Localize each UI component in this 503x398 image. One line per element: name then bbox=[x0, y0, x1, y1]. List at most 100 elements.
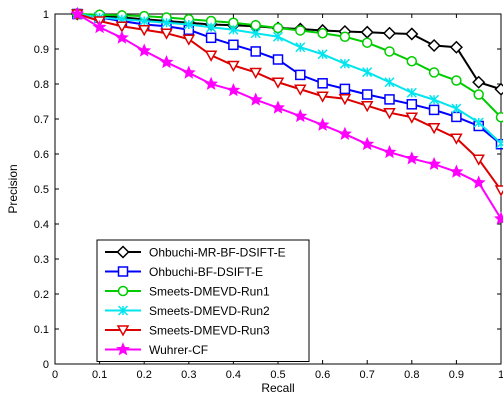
x-tick-label: 0.8 bbox=[404, 369, 419, 381]
data-point bbox=[495, 112, 503, 123]
x-tick-label: 0.7 bbox=[360, 369, 375, 381]
data-point bbox=[406, 99, 418, 110]
data-point bbox=[271, 100, 285, 114]
legend-marker bbox=[116, 325, 130, 337]
data-point bbox=[405, 27, 419, 41]
series-layer bbox=[70, 6, 503, 225]
data-point bbox=[360, 136, 375, 151]
data-point bbox=[204, 50, 218, 62]
data-point bbox=[450, 133, 463, 145]
data-point bbox=[451, 111, 462, 123]
data-point bbox=[249, 67, 262, 79]
data-point bbox=[382, 144, 397, 159]
data-point bbox=[429, 94, 440, 105]
data-point bbox=[428, 104, 440, 116]
data-point bbox=[362, 67, 373, 78]
data-point bbox=[272, 31, 284, 42]
data-point bbox=[206, 22, 217, 33]
legend-label: Wuhrer-CF bbox=[149, 343, 208, 357]
data-point bbox=[70, 6, 85, 20]
data-point bbox=[294, 84, 307, 96]
data-point bbox=[494, 211, 503, 225]
data-point bbox=[204, 76, 219, 90]
y-tick-label: 0 bbox=[43, 359, 49, 371]
x-tick-label: 0.5 bbox=[270, 369, 285, 381]
data-point bbox=[360, 100, 374, 113]
legend-entry: Ohbuchi-BF-DSIFT-E bbox=[105, 265, 263, 279]
data-point bbox=[250, 28, 261, 39]
x-tick-label: 0.4 bbox=[226, 369, 241, 381]
data-point bbox=[339, 31, 351, 42]
data-point bbox=[295, 69, 306, 81]
data-point bbox=[382, 26, 397, 40]
legend-marker bbox=[116, 245, 130, 259]
data-point bbox=[451, 103, 462, 114]
legend-entry: Ohbuchi-MR-BF-DSIFT-E bbox=[105, 245, 286, 260]
legend-entry: Smeets-DMEVD-Run3 bbox=[105, 324, 270, 338]
data-point bbox=[159, 54, 174, 69]
legend-label: Ohbuchi-BF-DSIFT-E bbox=[149, 265, 263, 279]
data-point bbox=[137, 25, 151, 37]
data-point bbox=[317, 28, 328, 39]
data-point bbox=[427, 38, 441, 53]
legend-marker bbox=[117, 305, 129, 316]
data-point bbox=[405, 112, 419, 124]
legend-marker bbox=[116, 342, 130, 356]
data-point bbox=[449, 164, 464, 178]
data-point bbox=[427, 156, 442, 171]
data-point bbox=[384, 46, 395, 57]
x-tick-label: 0.3 bbox=[181, 369, 196, 381]
data-point bbox=[295, 25, 306, 36]
series-3 bbox=[72, 8, 503, 149]
data-point bbox=[250, 46, 261, 57]
data-point bbox=[317, 49, 328, 60]
data-point bbox=[316, 91, 329, 103]
legend-label: Ohbuchi-MR-BF-DSIFT-E bbox=[149, 246, 286, 260]
data-point bbox=[384, 77, 395, 88]
data-point bbox=[293, 108, 308, 123]
legend-entry: Smeets-DMEVD-Run2 bbox=[105, 304, 270, 318]
y-tick-label: 1 bbox=[43, 9, 49, 21]
legend-label: Smeets-DMEVD-Run2 bbox=[149, 304, 270, 318]
x-tick-label: 0.6 bbox=[315, 369, 330, 381]
data-point bbox=[428, 67, 440, 78]
data-point bbox=[227, 60, 240, 72]
data-point bbox=[248, 92, 263, 106]
y-tick-label: 0.9 bbox=[34, 44, 49, 56]
data-point bbox=[361, 37, 373, 48]
data-point bbox=[383, 107, 396, 120]
x-tick-label: 1 bbox=[498, 369, 503, 381]
data-point bbox=[228, 39, 239, 51]
data-point bbox=[361, 89, 373, 100]
data-point bbox=[114, 30, 129, 44]
data-point bbox=[339, 58, 350, 69]
data-point bbox=[205, 32, 217, 44]
data-point bbox=[451, 75, 462, 86]
legend-box bbox=[96, 239, 310, 362]
data-point bbox=[160, 28, 173, 40]
data-point bbox=[384, 94, 395, 105]
data-point bbox=[473, 117, 484, 128]
data-point bbox=[181, 65, 196, 79]
data-point bbox=[494, 185, 503, 197]
x-tick-label: 0 bbox=[52, 369, 58, 381]
legend-entry: Smeets-DMEVD-Run1 bbox=[105, 285, 270, 299]
x-tick-label: 0.1 bbox=[92, 369, 107, 381]
y-axis-title: Precision bbox=[6, 164, 20, 213]
data-point bbox=[338, 93, 352, 106]
data-point bbox=[472, 154, 485, 166]
data-point bbox=[404, 151, 419, 165]
data-point bbox=[115, 21, 129, 33]
data-point bbox=[92, 19, 107, 34]
x-tick-label: 0.9 bbox=[449, 369, 464, 381]
axis-ticks: 0 0.1 0.2 0.3 0.4 0.5 0.6 0.7 0.8 0.9 1 0 0.1 0.2 0.3 0… bbox=[34, 9, 503, 381]
data-point bbox=[406, 87, 417, 98]
y-tick-label: 0.1 bbox=[34, 324, 49, 336]
legend: Ohbuchi-MR-BF-DSIFT-E Ohbuchi-BF-DSIFT-E S… bbox=[96, 239, 310, 362]
legend-label: Smeets-DMEVD-Run1 bbox=[149, 285, 270, 299]
y-tick-label: 0.8 bbox=[34, 79, 49, 91]
series-5 bbox=[70, 6, 503, 225]
legend-label: Smeets-DMEVD-Run3 bbox=[149, 324, 270, 338]
data-point bbox=[494, 82, 503, 96]
data-point bbox=[139, 15, 150, 27]
